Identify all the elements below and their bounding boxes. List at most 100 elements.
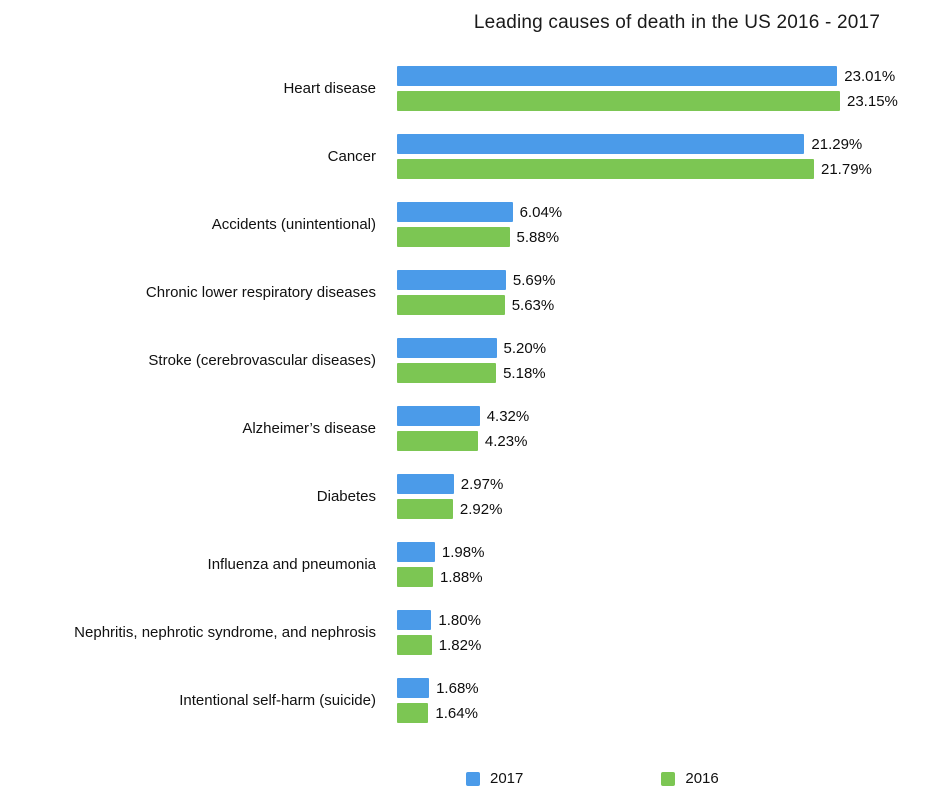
bar-group: 1.80% 1.82%: [397, 610, 481, 655]
category-label: Stroke (cerebrovascular diseases): [148, 352, 376, 369]
bar-group: 6.04% 5.88%: [397, 202, 562, 247]
bar-row-2017: 5.20%: [397, 338, 546, 358]
bar-2016: [397, 91, 840, 111]
value-label: 2.97%: [460, 475, 504, 493]
legend-label: 2017: [490, 770, 524, 787]
bar-2016: [397, 295, 505, 315]
bar-row-2016: 5.18%: [397, 363, 546, 383]
chart-row: Alzheimer’s disease 4.32% 4.23%: [0, 406, 898, 451]
chart-row: Cancer 21.29% 21.79%: [0, 134, 898, 179]
bar-row-2016: 1.88%: [397, 567, 484, 587]
bar-row-2017: 21.29%: [397, 134, 872, 154]
value-label: 4.23%: [484, 432, 528, 450]
bar-row-2016: 2.92%: [397, 499, 503, 519]
category-label: Chronic lower respiratory diseases: [145, 284, 376, 301]
bar-group: 21.29% 21.79%: [397, 134, 872, 179]
category-label: Nephritis, nephrotic syndrome, and nephr…: [74, 624, 376, 641]
bar-row-2016: 23.15%: [397, 91, 898, 111]
category-label: Influenza and pneumonia: [207, 556, 376, 573]
value-label: 1.82%: [438, 636, 482, 654]
value-label: 5.18%: [503, 364, 546, 382]
bar-2017: [397, 610, 432, 630]
value-label: 5.69%: [512, 271, 556, 289]
chart-row: Diabetes 2.97% 2.92%: [0, 474, 898, 519]
bar-2016: [397, 431, 478, 451]
chart-title: Leading causes of death in the US 2016 -…: [473, 12, 881, 33]
value-label: 2.92%: [459, 500, 503, 518]
category-label: Alzheimer’s disease: [242, 420, 376, 437]
bar-2017: [397, 66, 838, 86]
bar-row-2017: 6.04%: [397, 202, 562, 222]
bar-group: 23.01% 23.15%: [397, 66, 898, 111]
bar-group: 2.97% 2.92%: [397, 474, 503, 519]
bar-2016: [397, 499, 453, 519]
bar-group: 5.69% 5.63%: [397, 270, 555, 315]
bar-group: 5.20% 5.18%: [397, 338, 546, 383]
bar-row-2016: 21.79%: [397, 159, 872, 179]
value-label: 1.80%: [438, 611, 481, 629]
value-label: 21.79%: [821, 160, 872, 178]
bar-2017: [397, 202, 513, 222]
chart-row: Accidents (unintentional) 6.04% 5.88%: [0, 202, 898, 247]
value-label: 5.88%: [516, 228, 560, 246]
value-label: 23.15%: [847, 92, 898, 110]
value-label: 1.68%: [436, 679, 479, 697]
value-label: 1.88%: [440, 568, 483, 586]
bar-row-2016: 5.63%: [397, 295, 555, 315]
category-label: Accidents (unintentional): [211, 216, 376, 233]
bar-2017: [397, 678, 430, 698]
bar-row-2016: 1.82%: [397, 635, 481, 655]
value-label: 23.01%: [844, 67, 896, 85]
value-label: 6.04%: [519, 203, 563, 221]
value-label: 1.98%: [441, 543, 485, 561]
value-label: 1.64%: [435, 704, 478, 722]
bar-chart-plot-area: Heart disease 23.01% 23.15% Cancer 21.29% 21.…: [0, 66, 898, 723]
value-label: 5.20%: [503, 339, 547, 357]
legend: 2017 2016: [466, 770, 719, 787]
bar-2017: [397, 542, 435, 562]
chart-row: Heart disease 23.01% 23.15%: [0, 66, 898, 111]
legend-item-2016: 2016: [661, 770, 719, 787]
chart-row: Intentional self-harm (suicide) 1.68% 1.64…: [0, 678, 898, 723]
bar-2016: [397, 159, 814, 179]
chart-row: Nephritis, nephrotic syndrome, and nephr…: [0, 610, 898, 655]
bar-row-2016: 5.88%: [397, 227, 562, 247]
bar-row-2017: 23.01%: [397, 66, 898, 86]
bar-2016: [397, 363, 497, 383]
bar-2016: [397, 567, 433, 587]
bar-2016: [397, 635, 432, 655]
bar-row-2016: 4.23%: [397, 431, 529, 451]
legend-label: 2016: [685, 770, 719, 787]
category-label: Diabetes: [316, 488, 376, 505]
category-label: Cancer: [327, 148, 376, 165]
bar-group: 4.32% 4.23%: [397, 406, 529, 451]
bar-group: 1.98% 1.88%: [397, 542, 484, 587]
bar-row-2017: 5.69%: [397, 270, 555, 290]
legend-item-2017: 2017: [466, 770, 523, 787]
chart-row: Chronic lower respiratory diseases 5.69% 5…: [0, 270, 898, 315]
bar-row-2017: 1.80%: [397, 610, 481, 630]
bar-row-2017: 1.68%: [397, 678, 479, 698]
legend-swatch-icon: [466, 771, 480, 786]
value-label: 21.29%: [811, 135, 863, 153]
category-label: Heart disease: [283, 80, 376, 97]
value-label: 5.63%: [511, 296, 555, 314]
bar-row-2017: 1.98%: [397, 542, 484, 562]
bar-2017: [397, 406, 480, 426]
bar-2017: [397, 474, 454, 494]
bar-group: 1.68% 1.64%: [397, 678, 479, 723]
chart-row: Influenza and pneumonia 1.98% 1.88%: [0, 542, 898, 587]
bar-row-2017: 2.97%: [397, 474, 503, 494]
chart-row: Stroke (cerebrovascular diseases) 5.20% 5.…: [0, 338, 898, 383]
bar-2017: [397, 338, 497, 358]
bar-2017: [397, 134, 805, 154]
category-label: Intentional self-harm (suicide): [179, 692, 376, 709]
value-label: 4.32%: [486, 407, 530, 425]
bar-2016: [397, 227, 510, 247]
bar-row-2016: 1.64%: [397, 703, 479, 723]
bar-row-2017: 4.32%: [397, 406, 529, 426]
bar-2017: [397, 270, 506, 290]
bar-2016: [397, 703, 429, 723]
legend-swatch-icon: [661, 771, 676, 786]
